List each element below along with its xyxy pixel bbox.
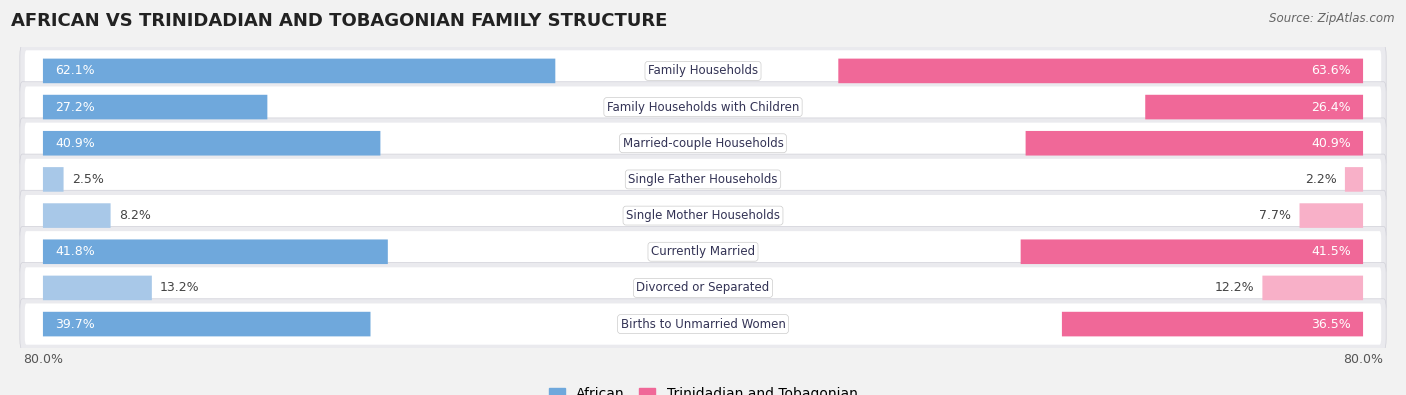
Text: Source: ZipAtlas.com: Source: ZipAtlas.com [1270,12,1395,25]
FancyBboxPatch shape [20,154,1386,205]
FancyBboxPatch shape [25,122,1381,164]
FancyBboxPatch shape [1263,276,1362,300]
Text: Family Households with Children: Family Households with Children [607,101,799,114]
Text: 2.2%: 2.2% [1305,173,1337,186]
Text: Currently Married: Currently Married [651,245,755,258]
Text: 40.9%: 40.9% [55,137,96,150]
FancyBboxPatch shape [44,239,388,264]
FancyBboxPatch shape [20,118,1386,169]
FancyBboxPatch shape [20,190,1386,241]
Text: 41.5%: 41.5% [1310,245,1351,258]
Text: 27.2%: 27.2% [55,101,96,114]
FancyBboxPatch shape [1146,95,1362,119]
Text: 63.6%: 63.6% [1310,64,1351,77]
Text: 39.7%: 39.7% [55,318,96,331]
FancyBboxPatch shape [1346,167,1362,192]
Text: Married-couple Households: Married-couple Households [623,137,783,150]
FancyBboxPatch shape [44,312,371,337]
Text: 12.2%: 12.2% [1215,281,1254,294]
FancyBboxPatch shape [1062,312,1362,337]
Text: 2.5%: 2.5% [72,173,104,186]
Text: 40.9%: 40.9% [1310,137,1351,150]
Text: 41.8%: 41.8% [55,245,96,258]
Text: 36.5%: 36.5% [1310,318,1351,331]
FancyBboxPatch shape [20,82,1386,132]
FancyBboxPatch shape [20,299,1386,350]
Text: Family Households: Family Households [648,64,758,77]
Text: 13.2%: 13.2% [160,281,200,294]
FancyBboxPatch shape [25,87,1381,128]
FancyBboxPatch shape [1025,131,1362,156]
FancyBboxPatch shape [20,226,1386,277]
FancyBboxPatch shape [1021,239,1362,264]
FancyBboxPatch shape [1299,203,1362,228]
FancyBboxPatch shape [25,195,1381,236]
Text: Single Mother Households: Single Mother Households [626,209,780,222]
FancyBboxPatch shape [44,131,381,156]
FancyBboxPatch shape [44,276,152,300]
Text: Births to Unmarried Women: Births to Unmarried Women [620,318,786,331]
Text: Single Father Households: Single Father Households [628,173,778,186]
FancyBboxPatch shape [44,58,555,83]
Legend: African, Trinidadian and Tobagonian: African, Trinidadian and Tobagonian [543,382,863,395]
FancyBboxPatch shape [25,159,1381,200]
Text: 7.7%: 7.7% [1260,209,1291,222]
Text: 62.1%: 62.1% [55,64,96,77]
FancyBboxPatch shape [25,267,1381,308]
FancyBboxPatch shape [838,58,1362,83]
Text: 8.2%: 8.2% [120,209,150,222]
FancyBboxPatch shape [44,203,111,228]
Text: 26.4%: 26.4% [1310,101,1351,114]
FancyBboxPatch shape [25,50,1381,92]
FancyBboxPatch shape [25,231,1381,273]
FancyBboxPatch shape [44,167,63,192]
FancyBboxPatch shape [20,45,1386,96]
FancyBboxPatch shape [25,303,1381,345]
FancyBboxPatch shape [44,95,267,119]
Text: AFRICAN VS TRINIDADIAN AND TOBAGONIAN FAMILY STRUCTURE: AFRICAN VS TRINIDADIAN AND TOBAGONIAN FA… [11,12,668,30]
Text: Divorced or Separated: Divorced or Separated [637,281,769,294]
FancyBboxPatch shape [20,263,1386,313]
